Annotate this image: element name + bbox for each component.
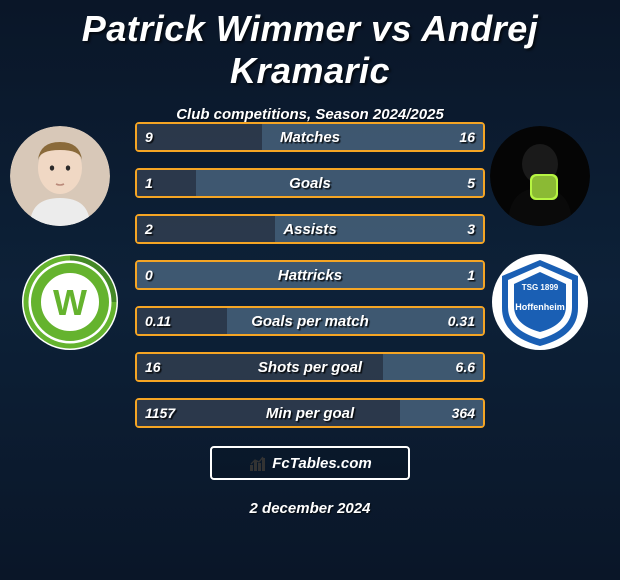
subtitle: Club competitions, Season 2024/2025 — [0, 106, 620, 123]
stat-row: 01Hattricks — [135, 260, 485, 290]
stat-value-right: 1 — [467, 262, 475, 288]
stat-row: 0.110.31Goals per match — [135, 306, 485, 336]
stats-bars: 916Matches15Goals23Assists01Hattricks0.1… — [135, 122, 485, 444]
stat-fill-right — [196, 170, 483, 196]
stat-fill-left — [137, 354, 383, 380]
player-right-avatar — [490, 126, 590, 226]
stat-value-right: 364 — [452, 400, 475, 426]
svg-text:TSG 1899: TSG 1899 — [522, 283, 559, 292]
stat-fill-right — [262, 124, 483, 150]
stat-value-left: 0 — [145, 262, 153, 288]
stat-fill-right — [227, 308, 483, 334]
stat-value-left: 1 — [145, 170, 153, 196]
player-left-club-badge: W — [20, 252, 120, 352]
stat-row: 916Matches — [135, 122, 485, 152]
svg-text:W: W — [53, 282, 87, 323]
stat-fill-left — [137, 400, 400, 426]
stat-value-right: 6.6 — [456, 354, 475, 380]
stat-value-left: 9 — [145, 124, 153, 150]
stat-value-left: 0.11 — [145, 308, 171, 334]
stat-value-right: 0.31 — [448, 308, 475, 334]
stat-fill-left — [137, 216, 275, 242]
stat-fill-left — [137, 124, 262, 150]
svg-text:Hoffenheim: Hoffenheim — [515, 302, 565, 312]
stat-fill-right — [137, 262, 483, 288]
brand-icon — [248, 453, 268, 473]
stat-row: 166.6Shots per goal — [135, 352, 485, 382]
stat-value-right: 16 — [459, 124, 475, 150]
stat-row: 15Goals — [135, 168, 485, 198]
page-title: Patrick Wimmer vs Andrej Kramaric — [0, 0, 620, 92]
stat-value-left: 1157 — [145, 400, 175, 426]
player-left-avatar — [10, 126, 110, 226]
player-right-club-badge: TSG 1899 Hoffenheim — [490, 252, 590, 352]
stat-value-left: 2 — [145, 216, 153, 242]
stat-fill-right — [275, 216, 483, 242]
brand-box[interactable]: FcTables.com — [210, 446, 410, 480]
stat-row: 1157364Min per goal — [135, 398, 485, 428]
date-label: 2 december 2024 — [0, 500, 620, 517]
stat-value-left: 16 — [145, 354, 161, 380]
stat-row: 23Assists — [135, 214, 485, 244]
brand-label: FcTables.com — [272, 455, 371, 472]
stat-value-right: 5 — [467, 170, 475, 196]
stat-value-right: 3 — [467, 216, 475, 242]
